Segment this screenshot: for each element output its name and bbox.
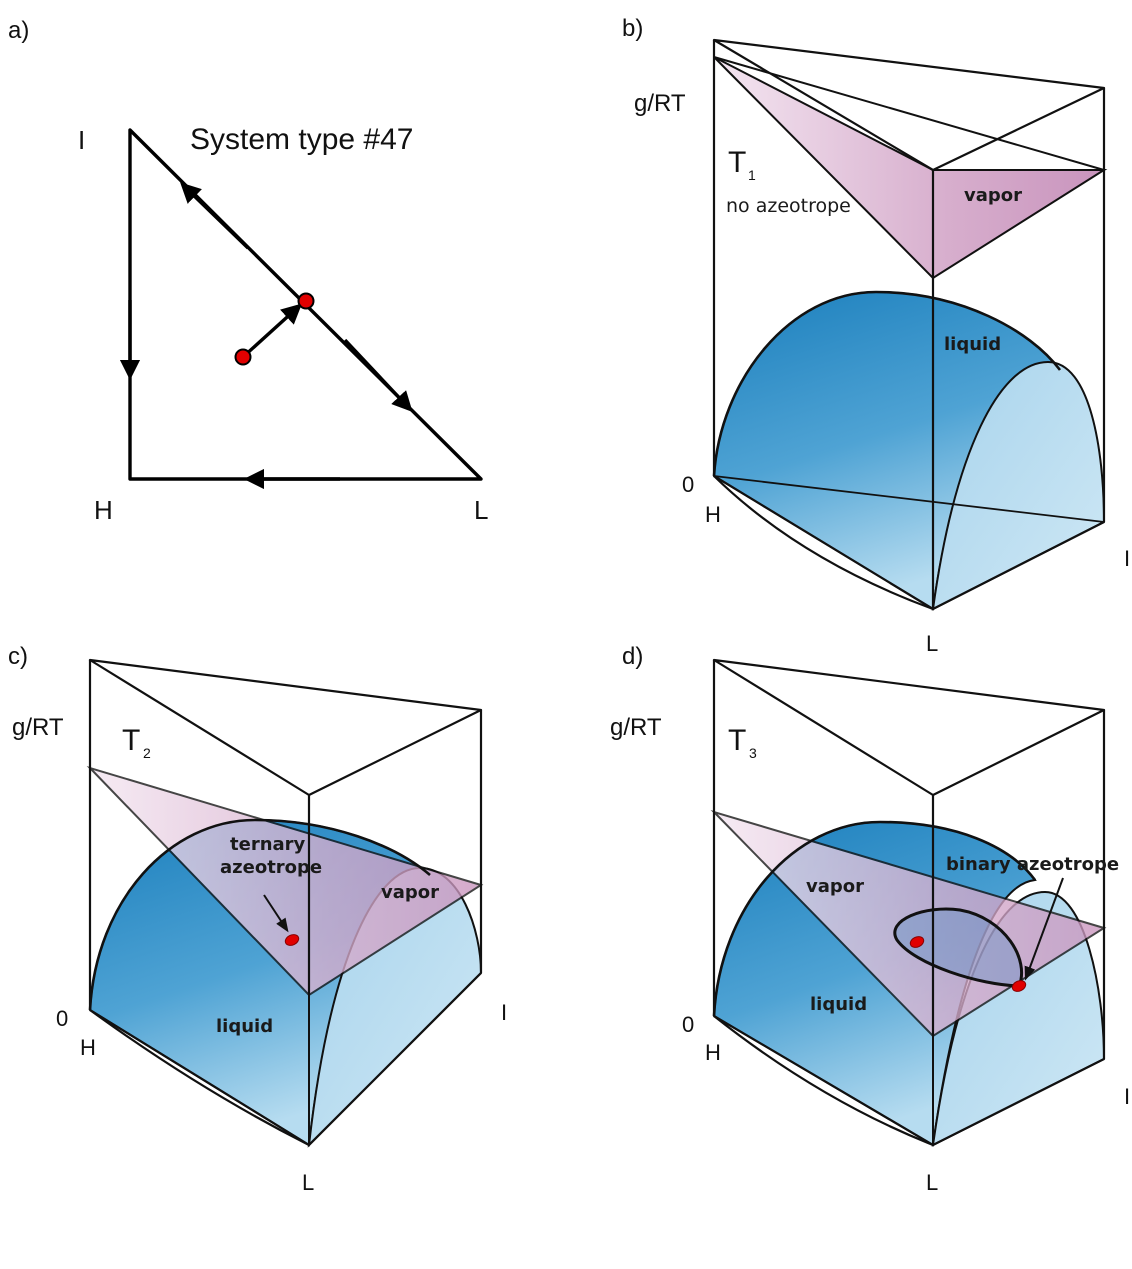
panel-c-vertex-l: L [302,1170,314,1195]
panel-b-vertex-i: I [1124,546,1130,571]
panel-a-tag: a) [8,17,29,44]
panel-b-note: no azeotrope [726,195,851,217]
arrow-ternary-to-binary [241,303,303,359]
panel-b-temperature: T [728,146,746,179]
panel-c-vertex-h: H [80,1035,96,1060]
ternary-azeotrope-point [284,934,300,946]
panel-d-tag: d) [622,643,643,670]
panel-c-axis-label: g/RT [12,714,64,741]
panel-d-zero-label: 0 [682,1012,694,1037]
vapor-plane-edge [713,56,1105,171]
binary-azeotrope-point [1011,980,1027,992]
vertex-h-label: H [94,495,113,525]
prism-top [712,38,1106,172]
panel-d-temperature-sub: 3 [749,745,757,761]
prism-bottom-back [713,475,1105,523]
panel-c-zero-label: 0 [56,1006,68,1031]
panel-b-temperature-sub: 1 [748,167,756,183]
panel-d-axis-label: g/RT [610,714,662,741]
liquid-dome-outline [712,290,1062,477]
panel-b-liquid-label: liquid [944,334,1001,355]
panel-d-annotation: binary azeotrope [946,854,1119,875]
panel-c-tag: c) [8,643,28,670]
intersection-curve [893,907,1024,988]
panel-a: a) System type #47 I H L [8,17,488,525]
panel-d-temperature: T [728,724,746,757]
bottom-curve-h-l [89,1009,310,1146]
panel-b-zero-label: 0 [682,472,694,497]
prism-top [712,658,1106,797]
panel-c-temperature-sub: 2 [143,745,151,761]
ternary-azeotrope-arrow [263,894,289,933]
arrow-azeotrope-to-i [180,182,250,250]
panel-b: b) g/RT T 1 no azeotrope vapor liquid 0 … [622,15,1130,656]
arrow-azeotrope-to-l [343,338,413,412]
panel-d-liquid-label: liquid [810,994,867,1015]
vapor-plane [713,56,1108,280]
panel-d: d) g/RT T 3 binary azeotrope vapor liqui… [610,643,1130,1195]
prism-bottom [713,1015,1105,1147]
liquid-dome-outline [712,820,1037,1017]
panel-c-temperature: T [122,724,140,757]
panel-d-vertex-h: H [705,1040,721,1065]
bottom-curve-h-l [713,475,934,611]
ternary-azeotrope-point [234,348,252,366]
prism-bottom [89,972,482,1147]
vertex-l-label: L [474,495,488,525]
prism-bottom [713,475,1105,611]
panel-c-vapor-label: vapor [381,882,439,903]
binary-azeotrope-point [297,292,315,310]
prism-top [88,658,483,797]
panel-b-vertex-h: H [705,502,721,527]
panel-c-vertex-i: I [501,1000,507,1025]
liquid-right-face [931,360,1106,611]
panel-b-tag: b) [622,15,643,42]
panel-d-vapor-label: vapor [806,876,864,897]
panel-c-annotation-line2: azeotrope [220,857,322,878]
panel-b-axis-label: g/RT [634,90,686,117]
panel-b-vapor-label: vapor [964,185,1022,206]
panel-c-liquid-label: liquid [216,1016,273,1037]
panel-d-vertex-i: I [1124,1084,1130,1109]
panel-a-title: System type #47 [190,123,413,156]
ternary-azeotrope-point [909,936,925,948]
panel-c-annotation-line1: ternary [230,834,306,855]
vertex-i-label: I [78,125,85,155]
bottom-curve-h-l [713,1015,934,1147]
panel-c: c) g/RT T 2 ternary azeotrope vapor liqu… [8,643,507,1195]
panel-b-vertex-l: L [926,631,938,656]
vapor-plane [86,765,484,997]
panel-d-vertex-l: L [926,1170,938,1195]
liquid-dome-outline [88,818,431,1011]
binary-azeotrope-arrow [1024,877,1064,981]
